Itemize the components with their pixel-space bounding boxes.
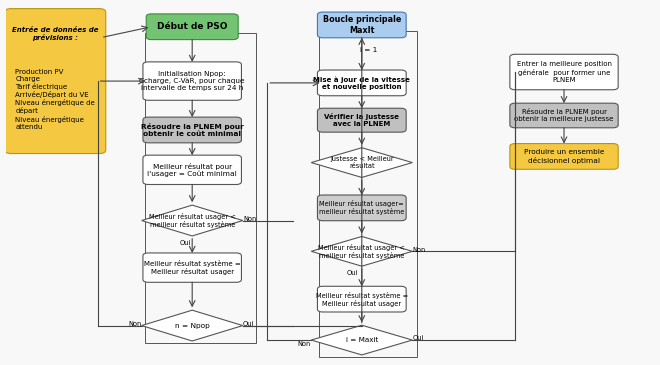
Text: Oui: Oui [180, 241, 191, 246]
FancyBboxPatch shape [510, 103, 618, 128]
Polygon shape [142, 205, 243, 236]
Text: Résoudre la PLNEM pour
obtenir la meilleure justesse: Résoudre la PLNEM pour obtenir la meille… [514, 108, 614, 123]
Text: Vérifier la justesse
avec la PLNEM: Vérifier la justesse avec la PLNEM [324, 113, 399, 127]
Text: i = Maxit: i = Maxit [346, 337, 378, 343]
Text: Meilleur résultat usager <
meilleur résultat système: Meilleur résultat usager < meilleur résu… [148, 213, 236, 228]
Text: Initialisation Npop:
Ccharge, C-VàR, pour chaque
intervalle de temps sur 24 h: Initialisation Npop: Ccharge, C-VàR, pou… [139, 71, 245, 91]
Text: Non: Non [412, 246, 426, 253]
Text: i = 1: i = 1 [360, 47, 377, 53]
FancyBboxPatch shape [317, 195, 406, 221]
FancyBboxPatch shape [5, 9, 106, 154]
Polygon shape [142, 310, 243, 341]
FancyBboxPatch shape [143, 117, 242, 143]
Text: Meilleur résultat pour
l'usager = Coût minimal: Meilleur résultat pour l'usager = Coût m… [147, 162, 237, 177]
FancyBboxPatch shape [510, 54, 618, 90]
Text: Oui: Oui [412, 335, 424, 341]
FancyBboxPatch shape [147, 14, 238, 40]
FancyBboxPatch shape [143, 62, 242, 100]
FancyBboxPatch shape [317, 108, 406, 132]
Text: Entrer la meilleure position
générale  pour former une
PLNEM: Entrer la meilleure position générale po… [517, 61, 612, 82]
FancyBboxPatch shape [143, 155, 242, 184]
Text: Résoudre la PLNEM pour
obtenir le coût minimal: Résoudre la PLNEM pour obtenir le coût m… [141, 123, 244, 137]
Text: Meilleur résultat usager=
meilleur résultat système: Meilleur résultat usager= meilleur résul… [319, 200, 405, 215]
Text: Oui: Oui [243, 321, 254, 327]
Text: Boucle principale
MaxIt: Boucle principale MaxIt [323, 15, 401, 35]
Text: Meilleur résultat système =
Meilleur résultat usager: Meilleur résultat système = Meilleur rés… [144, 260, 240, 275]
Text: Oui: Oui [346, 270, 358, 276]
Text: Production PV
Charge
Tarif électrique
Arrivée/Départ du VE
Niveau énergétique de: Production PV Charge Tarif électrique Ar… [15, 69, 95, 130]
Text: Début de PSO: Début de PSO [157, 22, 228, 31]
Polygon shape [312, 237, 412, 266]
FancyBboxPatch shape [510, 143, 618, 169]
FancyBboxPatch shape [317, 70, 406, 96]
Text: Mise à jour de la vitesse
et nouvelle position: Mise à jour de la vitesse et nouvelle po… [314, 76, 411, 90]
Text: n = Npop: n = Npop [175, 323, 210, 329]
Text: Non: Non [128, 321, 141, 327]
FancyBboxPatch shape [143, 253, 242, 282]
FancyBboxPatch shape [317, 12, 406, 38]
FancyBboxPatch shape [317, 286, 406, 312]
Polygon shape [312, 148, 412, 177]
Text: Non: Non [298, 341, 311, 347]
Text: Meilleur résultat usager <
meilleur résultat système: Meilleur résultat usager < meilleur résu… [318, 244, 405, 259]
Text: Entrée de données de
prévisions :: Entrée de données de prévisions : [12, 27, 98, 41]
Polygon shape [312, 325, 412, 355]
Text: Produire un ensemble
décisionnel optimal: Produire un ensemble décisionnel optimal [524, 149, 604, 164]
Text: Justesse < Meilleur
résultat: Justesse < Meilleur résultat [330, 156, 393, 169]
Text: Non: Non [243, 216, 256, 222]
Text: Meilleur résultat système =
Meilleur résultat usager: Meilleur résultat système = Meilleur rés… [315, 292, 408, 307]
